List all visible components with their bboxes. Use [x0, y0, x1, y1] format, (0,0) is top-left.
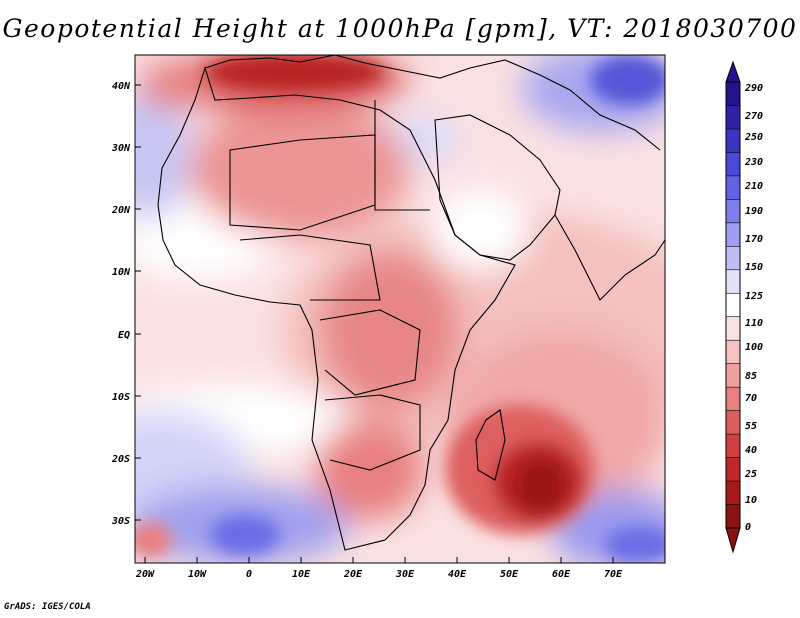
colorbar-segment — [725, 386, 741, 412]
lon-label-60e: 60E — [552, 569, 571, 580]
cb-label-8: 125 — [745, 291, 763, 302]
lat-label-10s: 10S — [112, 392, 130, 403]
colorbar-segment — [725, 363, 741, 388]
cb-label-16: 10 — [745, 495, 757, 506]
lat-axis: 40N 30N 20N 10N EQ 10S 20S 30S — [111, 81, 141, 527]
lat-label-eq: EQ — [118, 330, 130, 341]
cb-label-10: 100 — [745, 342, 763, 353]
colorbar: 290 270 250 230 210 190 170 150 125 110 … — [725, 60, 763, 554]
colorbar-segments — [725, 81, 741, 529]
cb-label-4: 210 — [744, 181, 763, 192]
cb-label-1: 270 — [744, 111, 763, 122]
lon-label-20w: 20W — [135, 569, 155, 580]
cb-label-0: 290 — [744, 83, 763, 94]
lat-label-10n: 10N — [112, 267, 131, 278]
cb-label-15: 25 — [744, 469, 757, 480]
lon-label-50e: 50E — [500, 569, 519, 580]
cb-label-17: 0 — [745, 522, 751, 533]
lon-axis: 20W 10W 0 10E 20E 30E 40E 50E 60E 70E — [135, 557, 623, 580]
colorbar-segment — [725, 410, 741, 435]
coastlines — [157, 55, 665, 551]
lon-label-20e: 20E — [343, 569, 363, 580]
lat-label-40n: 40N — [112, 81, 131, 92]
lon-label-70e: 70E — [604, 569, 623, 580]
colorbar-segment — [725, 105, 741, 130]
map-title: Geopotential Height at 1000hPa [gpm], VT… — [2, 14, 798, 43]
cb-label-7: 150 — [745, 262, 763, 273]
colorbar-segment — [725, 433, 741, 459]
colorbar-segment — [725, 199, 741, 224]
lat-label-30s: 30S — [111, 516, 130, 527]
colorbar-segment — [725, 339, 741, 365]
colorbar-segment — [725, 504, 741, 529]
lat-label-20s: 20S — [111, 454, 130, 465]
lon-label-40e: 40E — [448, 569, 467, 580]
colorbar-segment — [725, 246, 741, 271]
lon-label-0: 0 — [246, 569, 252, 580]
colorbar-bottom-arrow — [725, 527, 741, 554]
cb-label-6: 170 — [745, 234, 763, 245]
colorbar-segment — [725, 128, 741, 154]
cb-label-13: 55 — [745, 421, 757, 432]
cb-label-9: 110 — [745, 318, 763, 329]
colorbar-segment — [725, 316, 741, 342]
colorbar-segment — [725, 292, 741, 318]
colorbar-segment — [725, 152, 741, 177]
cb-label-5: 190 — [745, 206, 763, 217]
cb-label-3: 230 — [744, 157, 763, 168]
colorbar-top-arrow — [725, 60, 741, 83]
colorbar-segment — [725, 269, 741, 295]
colorbar-segment — [725, 175, 741, 201]
map-frame — [134, 54, 666, 564]
lon-label-10w: 10W — [188, 569, 207, 580]
lon-label-30e: 30E — [395, 569, 415, 580]
lat-label-20n: 20N — [111, 205, 131, 216]
lat-label-30n: 30N — [111, 143, 131, 154]
height-field — [135, 55, 665, 563]
cb-label-12: 70 — [745, 393, 757, 404]
cb-label-2: 250 — [744, 132, 763, 143]
lon-label-10e: 10E — [292, 569, 311, 580]
cb-label-14: 40 — [745, 445, 757, 456]
colorbar-segment — [725, 222, 741, 248]
colorbar-segment — [725, 81, 741, 107]
colorbar-segment — [725, 480, 741, 506]
colorbar-segment — [725, 457, 741, 482]
grads-credit: GrADS: IGES/COLA — [4, 602, 91, 612]
cb-label-11: 85 — [745, 371, 757, 382]
